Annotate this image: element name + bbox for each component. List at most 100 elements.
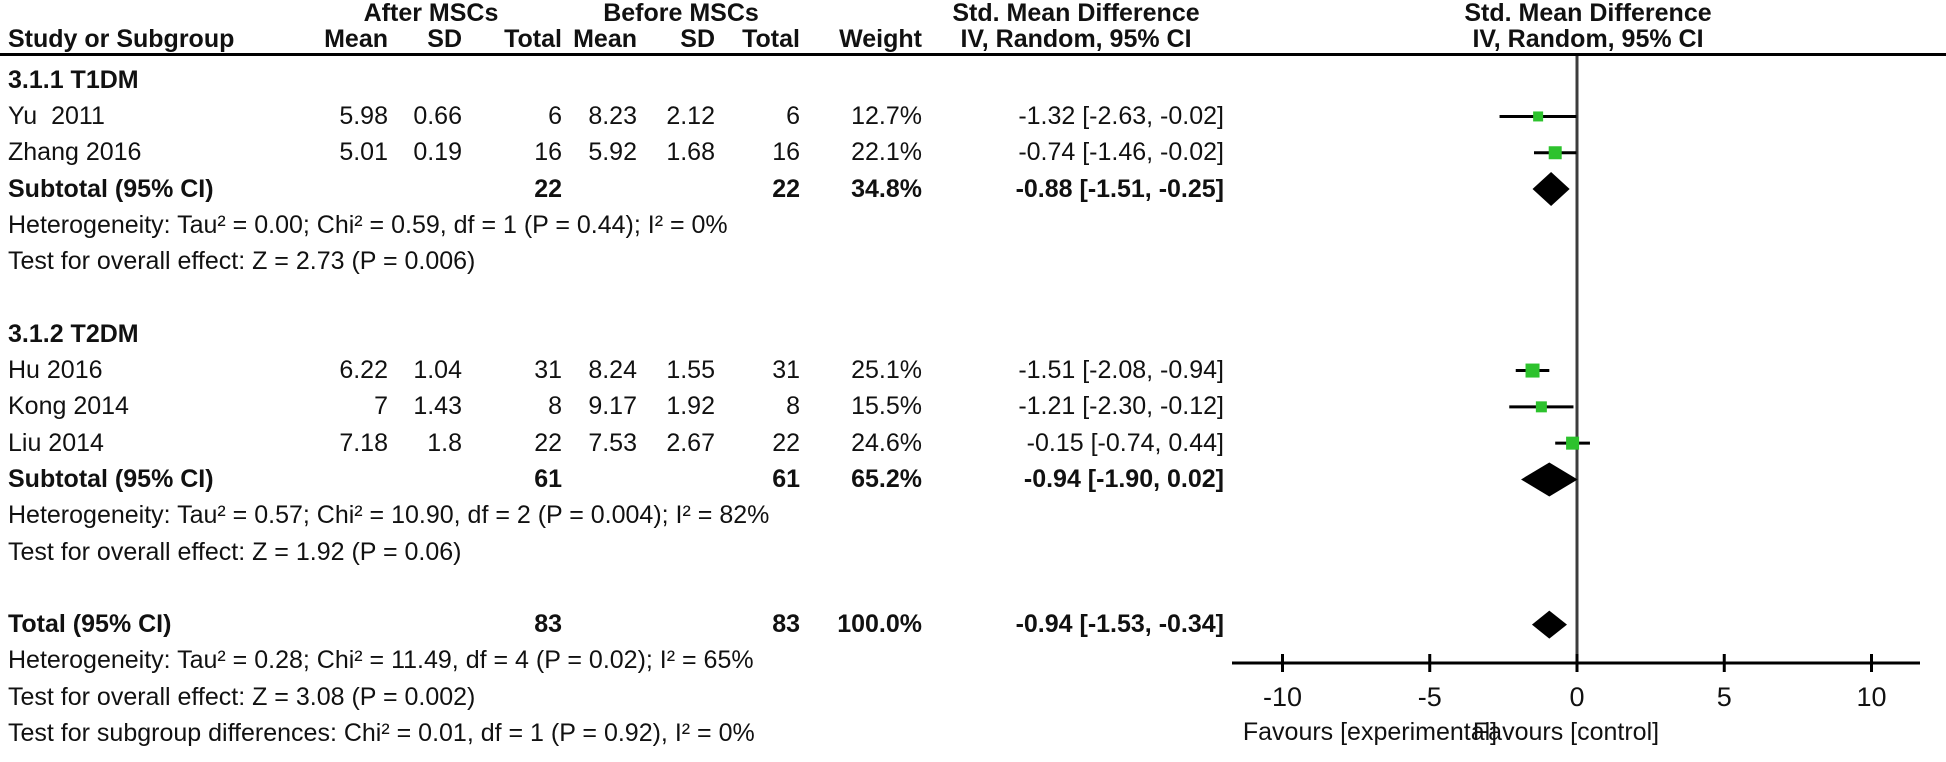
table-row-subtotal: Subtotal (95% CI) 61 61 65.2% -0.94 [-1.90, …: [0, 461, 1230, 497]
cell-sd2: 1.92: [666, 392, 715, 421]
table-row-note: Heterogeneity: Tau² = 0.28; Chi² = 11.49…: [0, 643, 1230, 679]
group-after-label: After MSCs: [363, 0, 499, 27]
cell-mean1: 5.01: [339, 138, 388, 167]
header-rule: [0, 53, 1946, 56]
cell-ci: -0.94 [-1.53, -0.34]: [1015, 610, 1224, 639]
plot-method-title: IV, Random, 95% CI: [1472, 25, 1704, 53]
cell-mean1: 7.18: [339, 428, 388, 457]
cell-total2: 83: [772, 610, 800, 639]
col-sd-after: SD: [427, 25, 462, 53]
study-square: [1533, 111, 1544, 122]
cell-weight: 65.2%: [851, 464, 922, 493]
x-axis-tick-label: 5: [1717, 682, 1732, 712]
cell-total1: 31: [534, 356, 562, 385]
summary-diamond: [1531, 610, 1567, 639]
table-row-study: Yu 2011 5.98 0.66 6 8.23 2.12 6 12.7% -1.32 [-2.…: [0, 98, 1230, 134]
plot-smd-title: Std. Mean Difference: [1464, 0, 1712, 27]
x-axis-tick-label: -10: [1263, 682, 1302, 712]
stats-note: Heterogeneity: Tau² = 0.00; Chi² = 0.59,…: [8, 210, 728, 239]
cell-weight: 100.0%: [837, 610, 922, 639]
cell-sd1: 0.66: [413, 101, 462, 130]
cell-study: Subtotal (95% CI): [8, 174, 214, 203]
cell-total2: 61: [772, 464, 800, 493]
table-row-total: Total (95% CI) 83 83 100.0% -0.94 [-1.53, -0…: [0, 606, 1230, 642]
cell-total2: 22: [772, 428, 800, 457]
cell-weight: 22.1%: [851, 138, 922, 167]
cell-total2: 22: [772, 174, 800, 203]
group-header-row: After MSCs Before MSCs Std. Mean Differe…: [0, 0, 1230, 26]
col-mean-after: Mean: [324, 25, 388, 53]
cell-weight: 24.6%: [851, 428, 922, 457]
stats-note: Test for overall effect: Z = 3.08 (P = 0…: [8, 682, 476, 711]
cell-ci: -1.21 [-2.30, -0.12]: [1018, 392, 1224, 421]
cell-total1: 61: [534, 464, 562, 493]
table-row-note: Test for subgroup differences: Chi² = 0.…: [0, 715, 1230, 751]
cell-mean2: 8.24: [588, 356, 637, 385]
stats-note: Test for overall effect: Z = 2.73 (P = 0…: [8, 247, 476, 276]
cell-total2: 6: [786, 101, 800, 130]
cell-ci: -0.94 [-1.90, 0.02]: [1023, 464, 1224, 493]
column-header-row: Study or Subgroup Mean SD Total Mean SD …: [0, 26, 1230, 53]
cell-ci: -0.74 [-1.46, -0.02]: [1018, 138, 1224, 167]
cell-total1: 22: [534, 174, 562, 203]
cell-ci: -1.51 [-2.08, -0.94]: [1018, 356, 1224, 385]
subgroup-heading: 3.1.2 T2DM: [8, 319, 139, 348]
cell-study: Liu 2014: [8, 428, 104, 457]
cell-sd2: 1.55: [666, 356, 715, 385]
cell-ci: -0.15 [-0.74, 0.44]: [1026, 428, 1224, 457]
group-header-spacer2: [800, 0, 922, 26]
col-weight: Weight: [839, 25, 922, 53]
cell-mean2: 8.23: [588, 101, 637, 130]
cell-study: Zhang 2016: [8, 138, 142, 167]
cell-mean2: 9.17: [588, 392, 637, 421]
table-row-study: Hu 2016 6.22 1.04 31 8.24 1.55 31 25.1% -1.51 [-…: [0, 352, 1230, 388]
cell-study: Hu 2016: [8, 356, 103, 385]
cell-weight: 15.5%: [851, 392, 922, 421]
summary-diamond: [1532, 172, 1570, 207]
cell-mean2: 7.53: [588, 428, 637, 457]
cell-weight: 34.8%: [851, 174, 922, 203]
cell-study: Total (95% CI): [8, 610, 172, 639]
table-row-blank: [0, 570, 1230, 606]
forest-plot-svg: -10 -5 0 5 10 Favours [experimental]Favours […: [1232, 56, 1920, 746]
study-square: [1525, 363, 1540, 378]
x-axis-tick-label: 10: [1856, 682, 1886, 712]
table-row-section: 3.1.2 T2DM: [0, 316, 1230, 352]
cell-mean1: 6.22: [339, 356, 388, 385]
cell-study: Subtotal (95% CI): [8, 464, 214, 493]
smd-column-title: Std. Mean Difference: [952, 0, 1200, 27]
cell-sd1: 1.04: [413, 356, 462, 385]
table-row-note: Test for overall effect: Z = 1.92 (P = 0…: [0, 534, 1230, 570]
table-row-note: Test for overall effect: Z = 2.73 (P = 0…: [0, 243, 1230, 279]
cell-ci: -0.88 [-1.51, -0.25]: [1015, 174, 1224, 203]
favours-right-label: Favours [control]: [1473, 718, 1659, 746]
summary-diamond: [1521, 462, 1578, 497]
table-row-section: 3.1.1 T1DM: [0, 62, 1230, 98]
cell-total2: 31: [772, 356, 800, 385]
col-mean-before: Mean: [573, 25, 637, 53]
subgroup-heading: 3.1.1 T1DM: [8, 65, 139, 94]
favours-left-label: Favours [experimental]: [1243, 718, 1497, 746]
cell-total1: 83: [534, 610, 562, 639]
cell-sd2: 2.12: [666, 101, 715, 130]
group-header-spacer: [0, 0, 300, 26]
col-sd-before: SD: [680, 25, 715, 53]
group-before-label: Before MSCs: [603, 0, 759, 27]
stats-note: Test for subgroup differences: Chi² = 0.…: [8, 718, 755, 747]
study-square: [1548, 146, 1562, 160]
table-row-subtotal: Subtotal (95% CI) 22 22 34.8% -0.88 [-1.51, …: [0, 171, 1230, 207]
table-row-note: Heterogeneity: Tau² = 0.57; Chi² = 10.90…: [0, 498, 1230, 534]
col-study-or-subgroup: Study or Subgroup: [8, 25, 235, 53]
cell-sd1: 0.19: [413, 138, 462, 167]
cell-mean1: 5.98: [339, 101, 388, 130]
table-row-blank: [0, 280, 1230, 316]
cell-sd2: 1.68: [666, 138, 715, 167]
cell-sd2: 2.67: [666, 428, 715, 457]
col-total-after: Total: [504, 25, 562, 53]
table-row-study: Kong 2014 7 1.43 8 9.17 1.92 8 15.5% -1.21 [-2.3…: [0, 389, 1230, 425]
cell-mean2: 5.92: [588, 138, 637, 167]
table-row-study: Zhang 2016 5.01 0.19 16 5.92 1.68 16 22.1% -0.74…: [0, 135, 1230, 171]
col-total-before: Total: [742, 25, 800, 53]
cell-sd1: 1.43: [413, 392, 462, 421]
